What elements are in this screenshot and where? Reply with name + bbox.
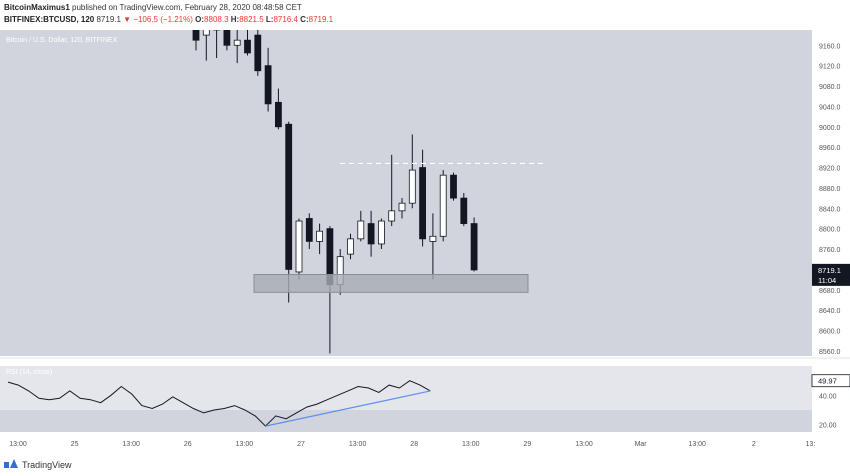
axes: 9160.0 9120.0 9080.0 9040.0 9000.0 8960.0 8920…: [0, 43, 850, 448]
price-tick-label: 8640.0: [819, 308, 841, 315]
time-tick-label: 13:00: [688, 441, 706, 448]
open-value: 8808.3: [204, 15, 229, 24]
chart-header: BitcoinMaximus1 published on TradingView…: [0, 0, 850, 30]
chart-area[interactable]: Bitcoin / U.S. Dollar, 120, BITFINEX RSI…: [0, 4, 850, 454]
low-value: 8716.4: [273, 15, 298, 24]
high-value: 8821.5: [239, 15, 264, 24]
price-tick-label: 8600.0: [819, 329, 841, 336]
candle-body: [388, 210, 396, 222]
price-tick-label: 8800.0: [819, 227, 841, 234]
price-tick-label: 9080.0: [819, 84, 841, 91]
price-tick-label: 9120.0: [819, 64, 841, 71]
price-tick-label: 8760.0: [819, 247, 841, 254]
candle-body: [254, 34, 262, 72]
time-tick-label: 29: [524, 441, 532, 448]
price-change: ▼ −106.5 (−1.21%): [123, 15, 193, 24]
rsi-value-tag: [811, 374, 850, 388]
candle-body: [316, 230, 324, 242]
chart-legend: Bitcoin / U.S. Dollar, 120, BITFINEX: [6, 37, 118, 44]
rsi-line: [7, 380, 431, 427]
candle-body: [429, 235, 437, 242]
candle-body: [450, 174, 457, 199]
symbol-label[interactable]: BITFINEX:BTCUSD, 120: [4, 15, 95, 24]
price-pane-background: [0, 30, 812, 356]
price-tick-label: 8680.0: [819, 288, 841, 295]
price-tick-label: 8840.0: [819, 206, 841, 213]
symbol-info: BITFINEX:BTCUSD, 120 8719.1 ▼ −106.5 (−1…: [4, 15, 333, 24]
candle-body: [305, 218, 313, 242]
candle-body: [470, 223, 478, 271]
candle-body: [419, 167, 427, 240]
time-tick-label: 13:00: [462, 441, 480, 448]
close-label: C:: [300, 15, 309, 24]
rsi-trendline: [265, 390, 431, 427]
current-price-label: 8719.1: [818, 266, 841, 275]
rsi-tick-label: 20.00: [819, 423, 837, 430]
candle-body: [295, 220, 303, 273]
open-label: O:: [195, 15, 205, 24]
time-tick-label: 13:00: [236, 441, 254, 448]
price-tick-label: 8920.0: [819, 166, 841, 173]
time-tick-label: 25: [71, 441, 79, 448]
tradingview-logo[interactable]: TradingView: [4, 459, 72, 471]
time-tick-label: 13:: [806, 441, 816, 448]
candle-body: [367, 223, 375, 245]
price-tick-label: 9040.0: [819, 104, 841, 111]
candle-body: [285, 123, 293, 270]
rsi-pane[interactable]: RSI (14, close): [0, 366, 812, 432]
author-name[interactable]: BitcoinMaximus1: [4, 3, 70, 12]
price-tick-label: 9000.0: [819, 125, 841, 132]
candle-body: [347, 238, 354, 255]
candle-body: [244, 39, 251, 54]
time-tick-label: 13:00: [575, 441, 593, 448]
time-tick-label: 27: [297, 441, 305, 448]
candle-body: [377, 220, 385, 245]
high-label: H:: [230, 15, 240, 24]
rsi-legend: RSI (14, close): [6, 369, 52, 376]
price-tick-label: 9160.0: [819, 43, 841, 50]
candle-body: [233, 39, 241, 46]
time-tick-label: 26: [184, 441, 192, 448]
publish-text: published on TradingView.com, February 2…: [72, 3, 302, 12]
time-tick-label: 13:00: [349, 441, 367, 448]
candle-body: [408, 169, 416, 204]
current-price-tag: [812, 263, 850, 286]
time-tick-label: 28: [410, 441, 418, 448]
candle-body: [223, 16, 231, 46]
price-pane[interactable]: Bitcoin / U.S. Dollar, 120, BITFINEX: [0, 4, 812, 356]
time-tick-label: 2: [752, 441, 756, 448]
close-value: 8719.1: [308, 15, 334, 24]
candle-body: [357, 220, 365, 240]
last-price: 8719.1: [96, 15, 121, 24]
rsi-value-label: 49.97: [818, 377, 837, 386]
chart-canvas[interactable]: Bitcoin / U.S. Dollar, 120, BITFINEX RSI…: [0, 4, 850, 454]
time-tick-label: Mar: [635, 441, 648, 448]
price-tick-label: 8880.0: [819, 186, 841, 193]
rsi-band: [0, 366, 812, 410]
countdown-label: 11:04: [818, 276, 836, 285]
candle-body: [274, 101, 282, 128]
low-label: L:: [265, 15, 274, 24]
publish-info: BitcoinMaximus1 published on TradingView…: [4, 3, 302, 12]
rsi-tick-label: 40.00: [819, 393, 837, 400]
candle-body: [460, 197, 468, 224]
tradingview-icon: [4, 459, 18, 471]
candle-body: [192, 14, 200, 41]
candle-body: [439, 174, 447, 237]
candle-body: [264, 65, 272, 105]
support-zone: [253, 274, 529, 293]
price-tick-label: 8560.0: [819, 349, 841, 356]
time-tick-label: 13:00: [9, 441, 27, 448]
candle-body: [202, 27, 210, 36]
time-tick-label: 13:00: [122, 441, 140, 448]
tradingview-wordmark: TradingView: [22, 460, 72, 470]
candle-body: [398, 202, 406, 212]
price-tick-label: 8960.0: [819, 145, 841, 152]
footer: TradingView: [0, 456, 850, 476]
